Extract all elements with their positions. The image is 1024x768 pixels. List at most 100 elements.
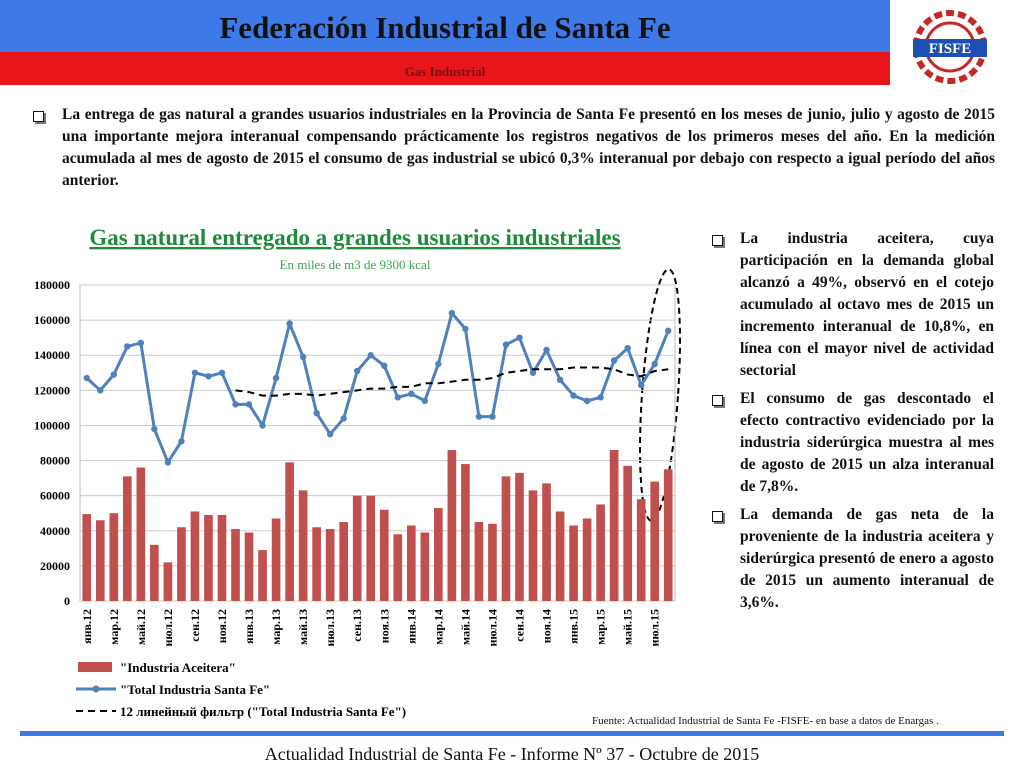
bullet: El consumo de gas descontado el efecto c… — [710, 388, 994, 498]
intro-text: La entrega de gas natural a grandes usua… — [62, 106, 995, 189]
bar — [150, 544, 159, 601]
point — [205, 373, 212, 380]
bullet-icon — [712, 511, 723, 522]
point — [502, 341, 510, 348]
point — [286, 320, 293, 327]
bullet-icon — [712, 395, 723, 406]
point — [516, 334, 523, 341]
legend-label: "Industria Aceitera" — [120, 660, 236, 675]
point — [178, 438, 185, 445]
legend-swatch-dot — [92, 685, 100, 693]
x-tick-label: ноя.14 — [540, 609, 554, 643]
bar — [204, 514, 213, 601]
point — [570, 392, 577, 399]
x-tick-label: янв.14 — [404, 609, 418, 644]
legend-swatch — [78, 662, 112, 672]
point — [259, 422, 266, 429]
legend-label: "Total Industria Santa Fe" — [120, 682, 270, 697]
chart-title: Gas natural entregado a grandes usuarios… — [89, 225, 620, 250]
y-tick-label: 120000 — [34, 383, 70, 397]
x-tick-label: мар.15 — [594, 609, 608, 645]
bar — [447, 450, 457, 601]
bar — [609, 450, 619, 601]
chart-subtitle: En miles de m3 de 9300 kcal — [280, 257, 431, 272]
x-tick-label: май.15 — [621, 609, 635, 645]
point — [151, 425, 158, 433]
x-tick-label: сен.12 — [188, 609, 202, 642]
point — [354, 367, 361, 375]
point — [651, 360, 658, 368]
bar — [271, 518, 281, 601]
point — [435, 360, 442, 368]
series-line — [85, 309, 670, 466]
point — [529, 369, 537, 376]
x-tick-label: ноя.12 — [215, 609, 229, 643]
point — [610, 357, 618, 364]
bar — [501, 476, 511, 601]
bar — [461, 464, 470, 601]
y-tick-label: 140000 — [34, 348, 70, 362]
bullet: La demanda de gas neta de la proveniente… — [710, 504, 994, 614]
x-tick-label: мар.14 — [431, 609, 445, 645]
point — [408, 390, 415, 398]
bar — [515, 472, 524, 601]
x-tick-label: янв.15 — [567, 609, 581, 644]
bullet: La industria aceitera, cuya participació… — [710, 228, 994, 382]
y-tick-label: 40000 — [40, 524, 70, 538]
bar — [650, 481, 660, 601]
point — [97, 387, 104, 394]
point — [475, 413, 483, 420]
point — [583, 397, 591, 405]
point — [110, 371, 118, 378]
point — [367, 352, 374, 359]
bullet-text: La demanda de gas neta de la proveniente… — [740, 506, 994, 611]
chart: Gas natural entregado a grandes usuarios… — [34, 225, 681, 719]
subheader-band — [0, 52, 890, 85]
point — [556, 376, 564, 383]
bar — [177, 527, 186, 601]
y-tick-label: 20000 — [40, 559, 70, 573]
point — [83, 374, 90, 382]
bar — [488, 523, 497, 601]
x-tick-label: ноя.13 — [377, 609, 391, 643]
point — [462, 325, 469, 333]
y-tick-label: 60000 — [40, 489, 70, 503]
bullet-text: El consumo de gas descontado el efecto c… — [740, 390, 994, 495]
point — [218, 369, 226, 376]
bar — [569, 525, 578, 601]
point — [124, 343, 131, 350]
x-tick-label: июл.15 — [648, 609, 662, 647]
bar — [190, 511, 200, 601]
point — [489, 413, 496, 420]
x-tick-label: май.14 — [458, 609, 472, 645]
bar — [434, 507, 443, 601]
footer-rule — [20, 731, 1004, 736]
point — [381, 362, 388, 369]
point — [164, 459, 172, 466]
x-tick-label: сен.13 — [350, 609, 364, 642]
y-tick-label: 100000 — [34, 418, 70, 432]
bar — [123, 476, 132, 601]
bullet-text: La industria aceitera, cuya participació… — [740, 230, 994, 379]
y-tick-label: 160000 — [34, 313, 70, 327]
x-tick-label: май.12 — [134, 609, 148, 645]
point — [313, 409, 320, 417]
footer-text: Actualidad Industrial de Santa Fe - Info… — [264, 744, 760, 764]
x-tick-label: июл.14 — [485, 609, 499, 647]
x-tick-label: янв.12 — [80, 609, 94, 644]
header-band — [0, 0, 890, 52]
x-tick-label: май.13 — [296, 609, 310, 645]
x-tick-label: сен.14 — [512, 609, 526, 642]
point — [543, 346, 550, 354]
bar — [339, 522, 349, 601]
bar — [393, 534, 403, 601]
bar — [366, 495, 376, 601]
bar — [95, 520, 105, 601]
bar — [244, 532, 254, 601]
x-tick-label: мар.12 — [107, 609, 121, 645]
point — [665, 327, 672, 334]
bullet-icon — [712, 235, 723, 246]
point — [340, 415, 347, 422]
bar — [217, 514, 227, 601]
trend-line — [235, 366, 669, 397]
